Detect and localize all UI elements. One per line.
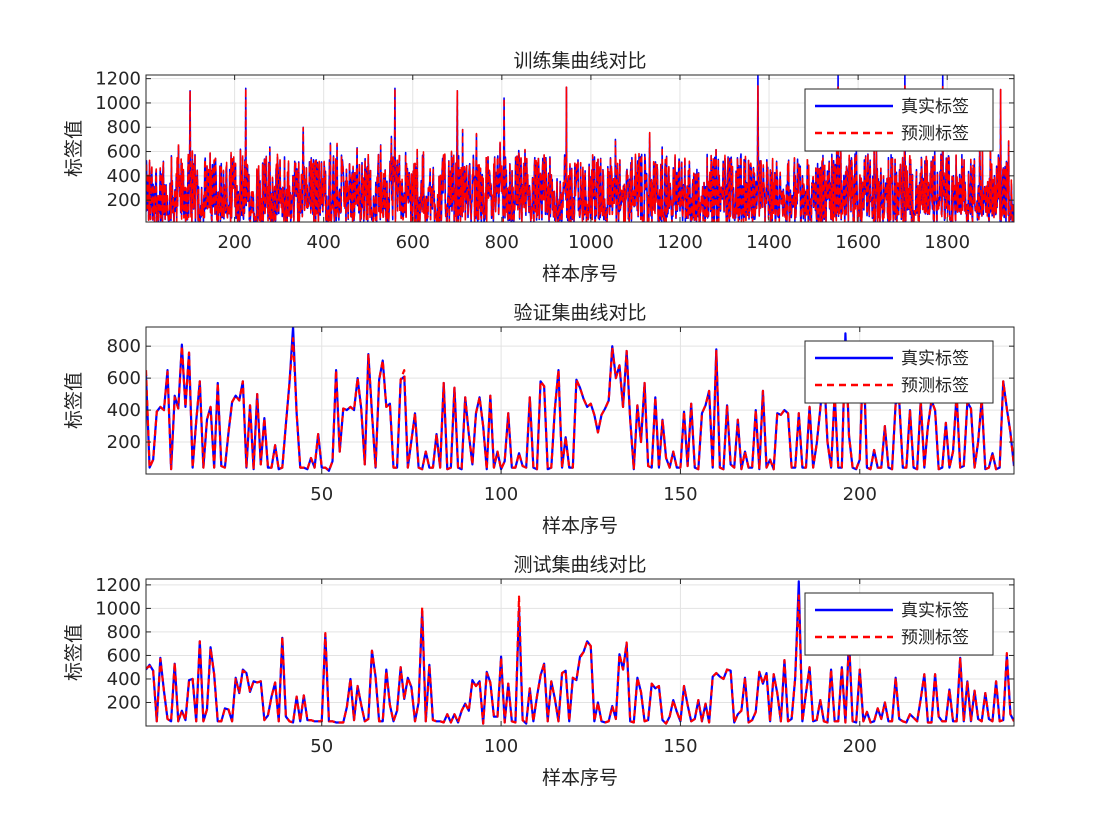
axes-box	[145, 578, 1015, 727]
x-tick-label: 200	[843, 484, 877, 505]
x-tick-label: 200	[217, 232, 251, 253]
x-tick-label: 1400	[746, 232, 792, 253]
legend-box	[804, 340, 994, 404]
x-axis-label: 样本序号	[542, 515, 618, 537]
y-tick-label: 400	[107, 166, 141, 187]
x-tick-label: 1200	[657, 232, 703, 253]
x-tick-label: 150	[663, 736, 697, 757]
x-tick-label: 1000	[568, 232, 614, 253]
chart-title: 训练集曲线对比	[513, 50, 646, 72]
y-tick-label: 200	[107, 190, 141, 211]
series-line-pred	[146, 594, 1014, 725]
x-tick-label: 1800	[924, 232, 970, 253]
test-subplot: 50 100 150 20020040060080010001200测试集曲线对比样本…	[63, 554, 1015, 789]
y-tick-label: 1000	[95, 598, 141, 619]
legend-label-true: 真实标签	[901, 97, 969, 117]
x-tick-label: 200	[843, 736, 877, 757]
y-tick-label: 800	[107, 117, 141, 138]
y-tick-label: 200	[107, 692, 141, 713]
series-line-pred	[146, 337, 1014, 472]
legend-label-pred: 预测标签	[901, 124, 969, 144]
y-tick-label: 1200	[95, 69, 141, 90]
legend-box	[804, 592, 994, 656]
x-tick-label: 600	[396, 232, 430, 253]
axes-box	[145, 326, 1015, 475]
x-tick-label: 100	[484, 736, 518, 757]
chart-title: 验证集曲线对比	[513, 302, 646, 324]
y-axis-label: 标签值	[63, 120, 85, 177]
y-tick-label: 600	[107, 142, 141, 163]
legend-label-pred: 预测标签	[901, 376, 969, 396]
y-tick-label: 600	[107, 368, 141, 389]
train-subplot: 200 400 600 800 1000 1200 1400 1600 1800 200 400 60…	[63, 50, 1015, 285]
legend-label-pred: 预测标签	[901, 628, 969, 648]
x-tick-label: 150	[663, 484, 697, 505]
y-tick-label: 600	[107, 645, 141, 666]
x-tick-label: 50	[310, 484, 333, 505]
series-line-pred	[146, 85, 1014, 222]
y-axis-label: 标签值	[63, 372, 85, 429]
y-tick-label: 800	[107, 336, 141, 357]
x-axis-label: 样本序号	[542, 767, 618, 789]
x-tick-label: 100	[484, 484, 518, 505]
y-axis-label: 标签值	[63, 624, 85, 681]
y-tick-label: 1200	[95, 575, 141, 596]
y-tick-label: 200	[107, 432, 141, 453]
legend-box	[804, 88, 994, 152]
y-tick-label: 400	[107, 400, 141, 421]
x-axis-label: 样本序号	[542, 263, 618, 285]
y-tick-label: 800	[107, 622, 141, 643]
axes-box	[145, 74, 1015, 223]
x-tick-label: 1600	[835, 232, 881, 253]
x-tick-label: 400	[307, 232, 341, 253]
legend-label-true: 真实标签	[901, 601, 969, 621]
y-tick-label: 400	[107, 669, 141, 690]
legend-label-true: 真实标签	[901, 349, 969, 369]
x-tick-label: 800	[485, 232, 519, 253]
chart-title: 测试集曲线对比	[513, 554, 646, 576]
x-tick-label: 50	[310, 736, 333, 757]
y-tick-label: 1000	[95, 93, 141, 114]
